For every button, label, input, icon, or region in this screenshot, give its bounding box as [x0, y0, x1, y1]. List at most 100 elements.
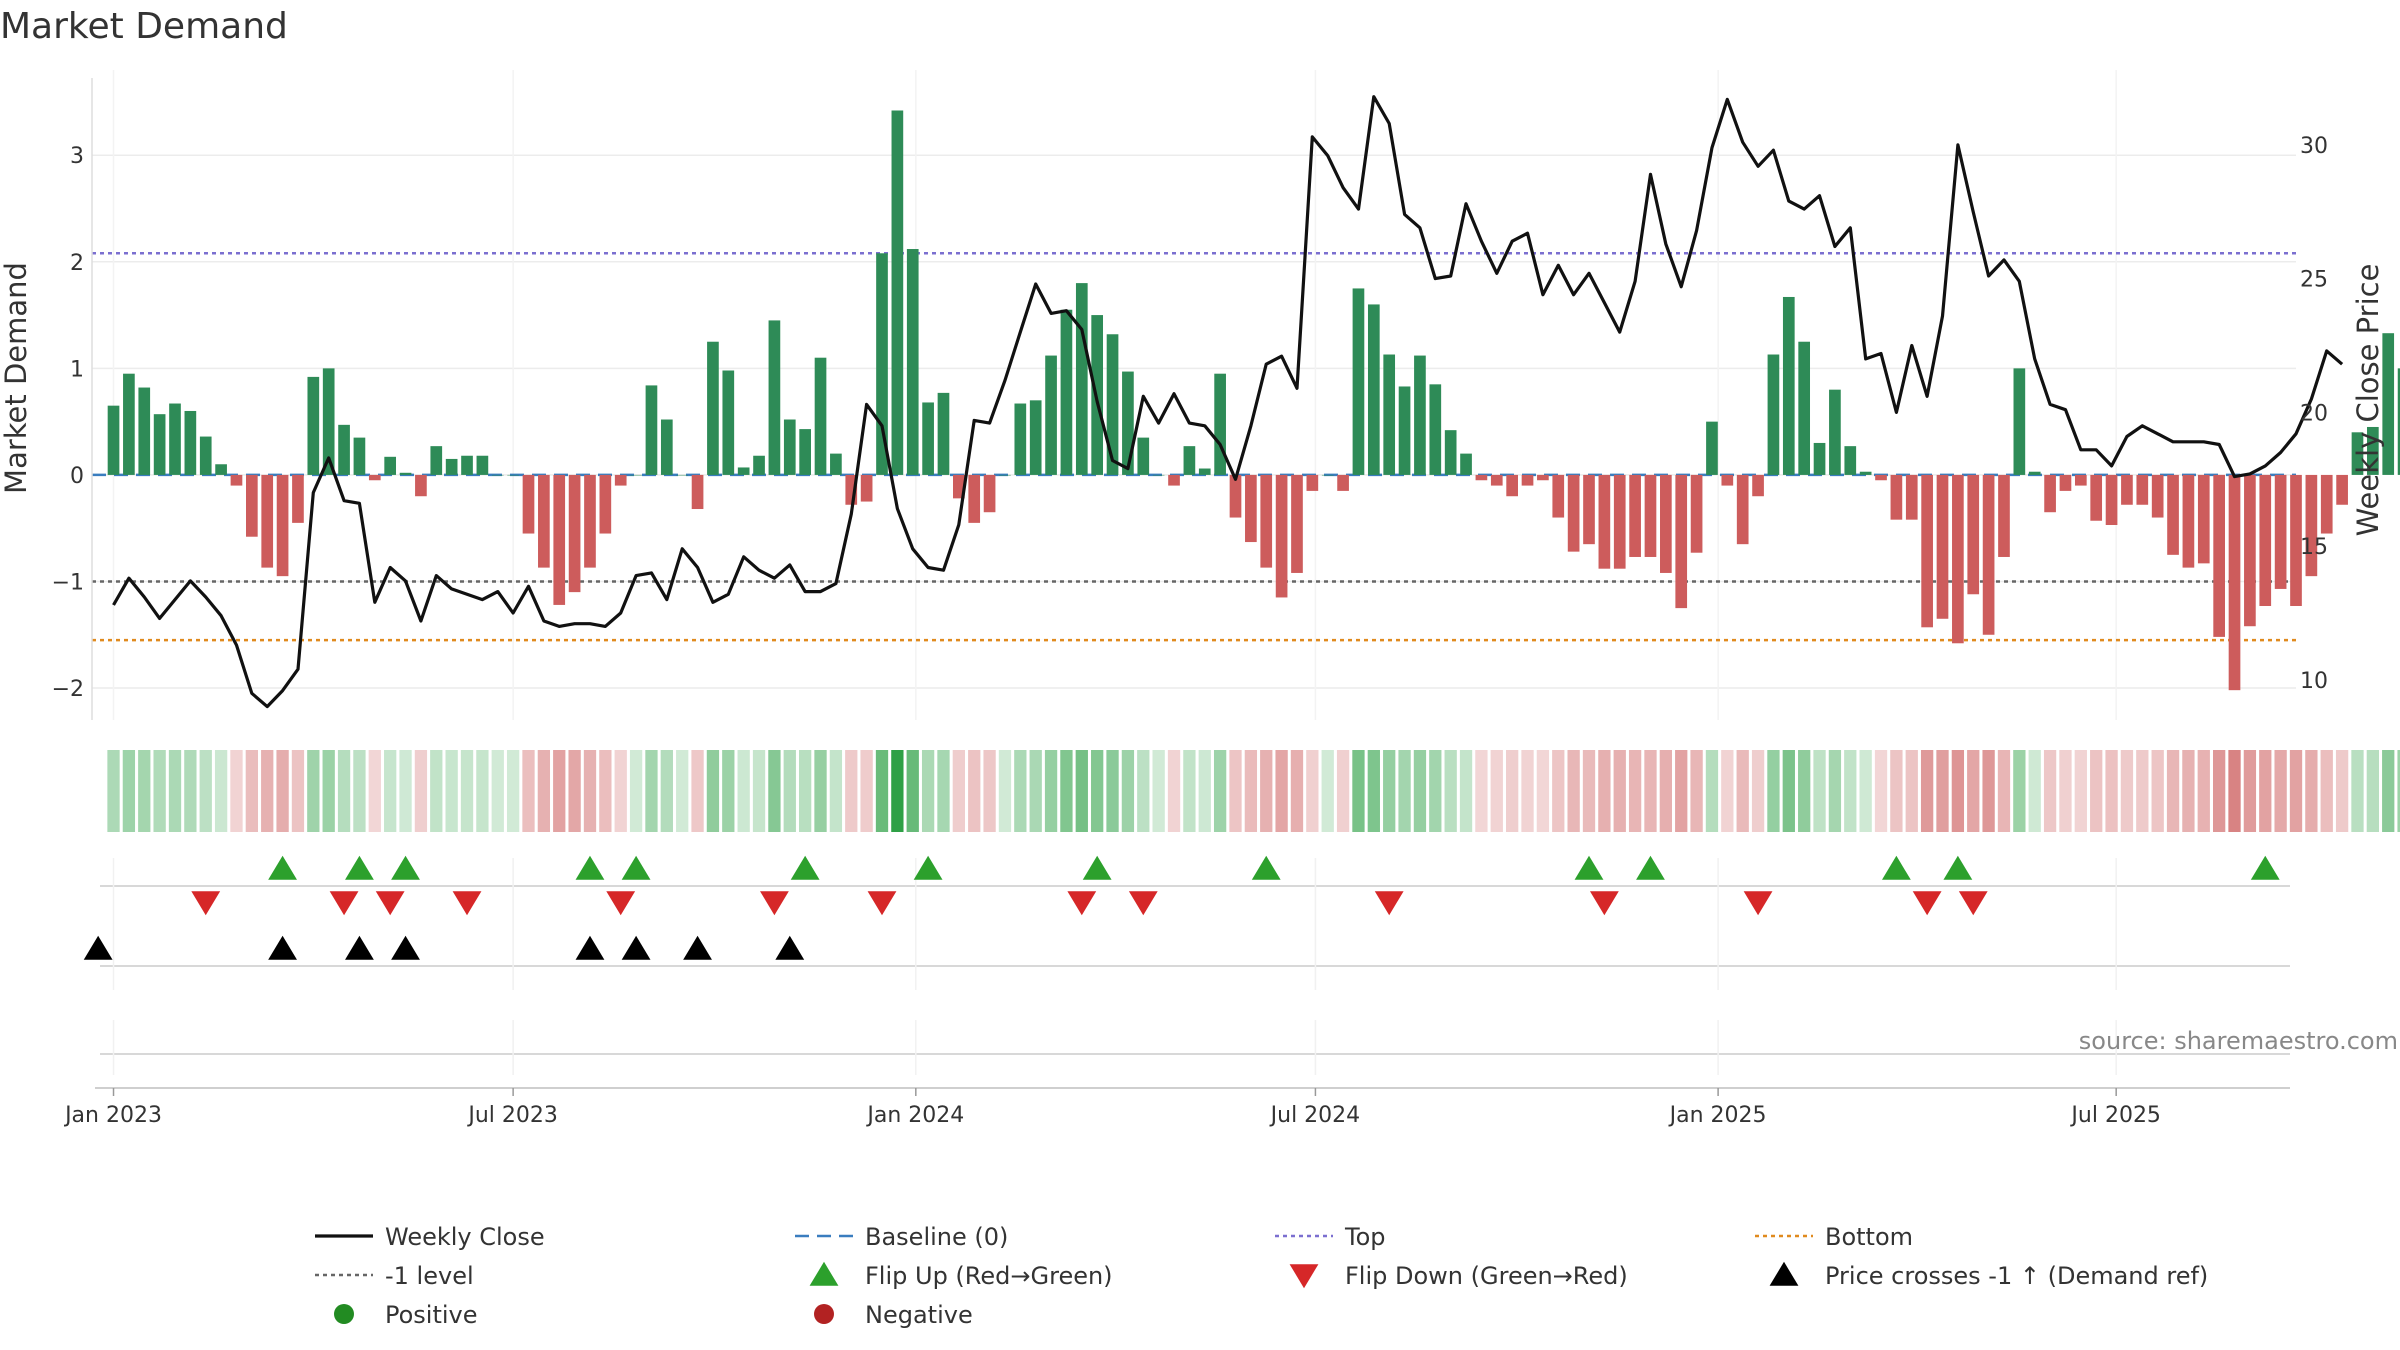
demand-bar-negative [1567, 474, 1580, 552]
demand-bar-negative [292, 474, 304, 523]
heat-cell-negative [1244, 750, 1258, 832]
heat-cell-negative [1475, 750, 1488, 832]
heat-cell-positive [1121, 750, 1135, 832]
demand-bar-negative [2213, 474, 2225, 637]
demand-bar-negative [1752, 474, 1764, 497]
demand-bar-positive [645, 385, 658, 475]
demand-bar-positive [215, 464, 227, 475]
heat-cell-positive [660, 750, 673, 832]
heat-cell-positive [2351, 750, 2364, 832]
demand-bar-negative [1552, 474, 1565, 518]
event-marker-panel [83, 855, 2290, 1075]
heat-cell-negative [860, 750, 873, 832]
heat-cell-positive [107, 750, 120, 832]
x-axis-tick-label: Jan 2023 [63, 1103, 162, 1128]
heat-cell-positive [814, 750, 827, 832]
left-axis-tick-label: 2 [70, 251, 84, 276]
demand-bar-negative [1890, 474, 1903, 520]
heat-cell-negative [968, 750, 981, 832]
demand-bar-positive [814, 357, 827, 475]
legend-item: Top [1275, 1223, 1386, 1251]
left-axis-title: Market Demand [0, 262, 33, 494]
heat-cell-positive [783, 750, 796, 832]
heat-cell-positive [1014, 750, 1027, 832]
heat-cell-negative [691, 750, 704, 832]
flip-down-marker [1743, 891, 1773, 916]
demand-bar-positive [1844, 446, 1857, 475]
flip-up-marker [268, 855, 297, 880]
demand-bar-negative [2059, 474, 2072, 491]
heat-cell-negative [2274, 750, 2287, 832]
heat-cell-negative [583, 750, 597, 832]
demand-bar-negative [1537, 474, 1549, 481]
heat-cell-negative [553, 750, 566, 832]
price-cross-marker [621, 935, 651, 960]
heat-cell-negative [1628, 750, 1642, 832]
demand-bar-positive [1859, 471, 1872, 475]
demand-bar-positive [2382, 333, 2395, 475]
demand-bar-positive [507, 474, 519, 476]
heat-cell-positive [506, 750, 520, 832]
demand-bar-positive [307, 376, 320, 475]
demand-bar-negative [1583, 474, 1595, 545]
heat-cell-negative [845, 750, 858, 832]
heat-cell-positive [1859, 750, 1872, 832]
right-axis-tick-label: 25 [2300, 268, 2328, 293]
heat-cell-negative [1336, 750, 1350, 832]
demand-bar-positive [830, 453, 842, 475]
demand-bar-positive [999, 474, 1011, 476]
legend-item: Bottom [1755, 1223, 1913, 1251]
demand-bar-positive [1798, 341, 1811, 475]
heat-cell-negative [2243, 750, 2257, 832]
demand-bar-positive [1829, 389, 1841, 475]
demand-bar-negative [2136, 474, 2149, 505]
heat-cell-negative [414, 750, 428, 832]
demand-bar-negative [614, 474, 627, 486]
right-axis: 30 25 20 15 10 [2300, 134, 2328, 694]
demand-bar-negative [368, 474, 381, 481]
demand-bar-positive [1029, 400, 1042, 475]
demand-bar-negative [568, 474, 581, 593]
heat-cell-negative [2305, 750, 2318, 832]
heat-cell-negative [1736, 750, 1749, 832]
demand-bar-positive [153, 414, 166, 475]
heat-cell-positive [2013, 750, 2026, 832]
heat-cell-negative [2213, 750, 2226, 832]
demand-bar-positive [937, 392, 950, 475]
demand-bar-positive [2367, 426, 2379, 475]
right-axis-tick-label: 20 [2300, 401, 2328, 426]
heat-cell-negative [568, 750, 581, 832]
heat-cell-negative [1582, 750, 1596, 832]
demand-bar-negative [2151, 474, 2164, 518]
heat-cell-positive [2028, 750, 2041, 832]
demand-bar-positive [2028, 471, 2041, 475]
flip-up-marker [913, 855, 943, 880]
heat-cell-negative [537, 750, 551, 832]
demand-bar-negative [691, 474, 704, 510]
heat-cell-positive [737, 750, 750, 832]
heat-cell-negative [2197, 750, 2210, 832]
demand-bar-positive [722, 370, 735, 475]
demand-bar-negative [2274, 474, 2287, 589]
heat-cell-positive [430, 750, 443, 832]
heat-cell-positive [1767, 750, 1780, 832]
demand-bar-positive [1060, 309, 1073, 475]
demand-bar-positive [768, 320, 781, 475]
demand-bar-positive [384, 456, 397, 475]
demand-bar-negative [1598, 474, 1611, 569]
legend-swatch-circle [814, 1304, 834, 1324]
flip-down-marker [329, 891, 359, 916]
demand-bar-negative [2090, 474, 2103, 521]
demand-bar-positive [876, 253, 888, 475]
demand-bar-negative [599, 474, 612, 534]
demand-bar-positive [1321, 474, 1334, 476]
demand-bar-positive [1767, 354, 1780, 475]
demand-bar-negative [415, 474, 427, 497]
weekly-close-line [112, 95, 2344, 709]
heat-cell-positive [1044, 750, 1058, 832]
legend-item: Negative [814, 1301, 973, 1329]
flip-down-marker [1374, 891, 1404, 916]
flip-up-marker [1881, 855, 1911, 880]
legend-label: Positive [385, 1301, 478, 1329]
heat-cell-negative [1982, 750, 1995, 832]
